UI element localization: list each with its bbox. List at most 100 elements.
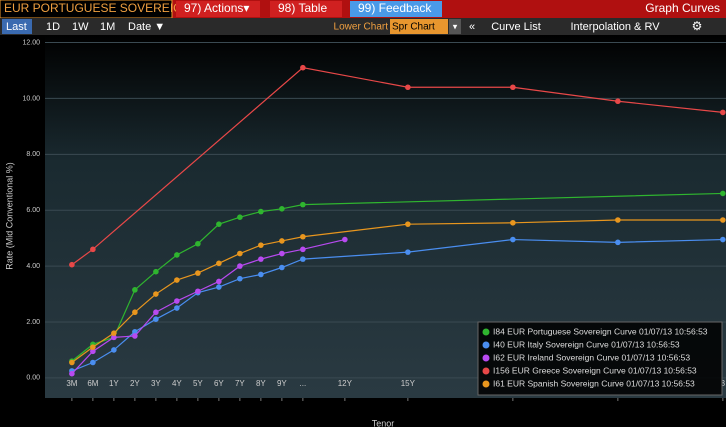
lower-chart-value[interactable]: Spr Chart	[392, 22, 435, 33]
legend-label: I40 EUR Italy Sovereign Curve 01/07/13 1…	[493, 339, 680, 349]
data-point	[615, 217, 621, 223]
actions[interactable]: 97) Actions▾	[184, 1, 249, 15]
y-axis-label: Rate (Mid Conventional %)	[4, 162, 14, 270]
data-point	[174, 277, 180, 283]
lower-chart-label: Lower Chart	[334, 22, 389, 33]
period-button[interactable]: Date ▼	[128, 21, 165, 33]
actions-button[interactable]	[176, 1, 260, 17]
series-line	[71, 219, 723, 363]
data-point	[405, 249, 411, 255]
data-point	[174, 298, 180, 304]
collapse[interactable]: «	[469, 21, 475, 33]
data-point	[153, 268, 159, 275]
x-tick-label: 5Y	[193, 379, 203, 388]
data-point	[720, 109, 726, 116]
y-tick-label: 8.00	[26, 151, 40, 158]
legend-swatch	[482, 354, 490, 362]
security[interactable]: EUR PORTUGUESE SOVEREIG	[4, 1, 182, 15]
feedback[interactable]: 99) Feedback	[358, 1, 432, 15]
data-point	[258, 256, 264, 262]
data-point	[174, 305, 180, 311]
feedback-button[interactable]	[350, 1, 442, 17]
data-point	[258, 242, 264, 248]
data-point	[132, 287, 138, 293]
x-tick-label: 3M	[66, 379, 77, 388]
x-tick-label: 8Y	[256, 379, 266, 388]
data-point	[342, 236, 348, 243]
period-button[interactable]: Last	[6, 21, 27, 33]
dropdown-button[interactable]	[449, 19, 461, 34]
data-point	[510, 236, 516, 243]
data-point	[405, 84, 411, 91]
data-point	[69, 261, 75, 268]
x-tick-label: 6Y	[214, 379, 224, 388]
data-point	[195, 270, 201, 276]
period-button[interactable]: 1M	[100, 21, 115, 33]
x-tick-label: 15Y	[401, 379, 416, 388]
data-point	[720, 217, 726, 223]
legend-swatch	[482, 328, 490, 336]
lower-chart-select[interactable]	[390, 19, 448, 34]
period-button[interactable]: 1W	[72, 21, 89, 33]
data-point	[510, 84, 516, 91]
x-tick-label: 12Y	[338, 379, 353, 388]
y-tick-label: 2.00	[26, 319, 40, 326]
legend-label: I62 EUR Ireland Sovereign Curve 01/07/13…	[493, 352, 690, 362]
settings[interactable]: ⚙	[692, 19, 703, 33]
x-tick-label: 7Y	[235, 379, 245, 388]
data-point	[69, 359, 75, 366]
data-point	[132, 309, 138, 316]
data-point	[258, 271, 264, 278]
data-point	[720, 190, 726, 197]
legend-box	[477, 321, 723, 396]
data-point	[279, 264, 285, 271]
x-tick-label: 2Y	[130, 379, 140, 388]
data-point	[615, 98, 621, 105]
data-point	[300, 256, 306, 262]
interpolation[interactable]: Interpolation & RV	[570, 21, 660, 33]
data-point	[174, 252, 180, 258]
data-point	[279, 250, 285, 257]
data-point	[111, 330, 117, 336]
data-point	[258, 208, 264, 215]
dropdown[interactable]: ▾	[453, 21, 458, 31]
data-point	[195, 240, 201, 247]
legend-swatch	[482, 380, 490, 388]
data-point	[300, 201, 306, 208]
data-point	[237, 263, 243, 269]
data-point	[69, 370, 75, 377]
period-button[interactable]: 1D	[46, 21, 60, 33]
x-tick-label: 3	[721, 379, 726, 388]
data-point	[90, 348, 96, 355]
data-point	[300, 246, 306, 253]
legend-label: I61 EUR Spanish Sovereign Curve 01/07/13…	[493, 378, 695, 388]
x-tick-label: 1Y	[109, 379, 119, 388]
curve-list[interactable]: Curve List	[491, 21, 541, 33]
x-tick-label: 4Y	[172, 379, 182, 388]
data-point	[132, 328, 138, 335]
table[interactable]: 98) Table	[278, 1, 327, 15]
legend-swatch	[482, 367, 490, 375]
data-point	[90, 344, 96, 350]
data-point	[111, 334, 117, 341]
data-point	[195, 288, 201, 295]
toolbar2-bg	[0, 18, 726, 35]
data-point	[237, 250, 243, 257]
x-tick-label: 3Y	[151, 379, 161, 388]
y-tick-label: 0.00	[26, 375, 40, 382]
data-point	[216, 278, 222, 285]
data-point	[720, 236, 726, 243]
data-point	[510, 219, 516, 226]
data-point	[237, 214, 243, 220]
data-point	[153, 291, 159, 297]
table-button[interactable]	[270, 1, 342, 17]
data-point	[111, 347, 117, 353]
data-point	[300, 64, 306, 71]
data-point	[216, 284, 222, 290]
data-point	[279, 238, 285, 244]
period-selected[interactable]	[2, 19, 32, 34]
y-tick-label: 6.00	[26, 207, 40, 214]
y-tick-label: 4.00	[26, 263, 40, 270]
data-point	[216, 260, 222, 267]
